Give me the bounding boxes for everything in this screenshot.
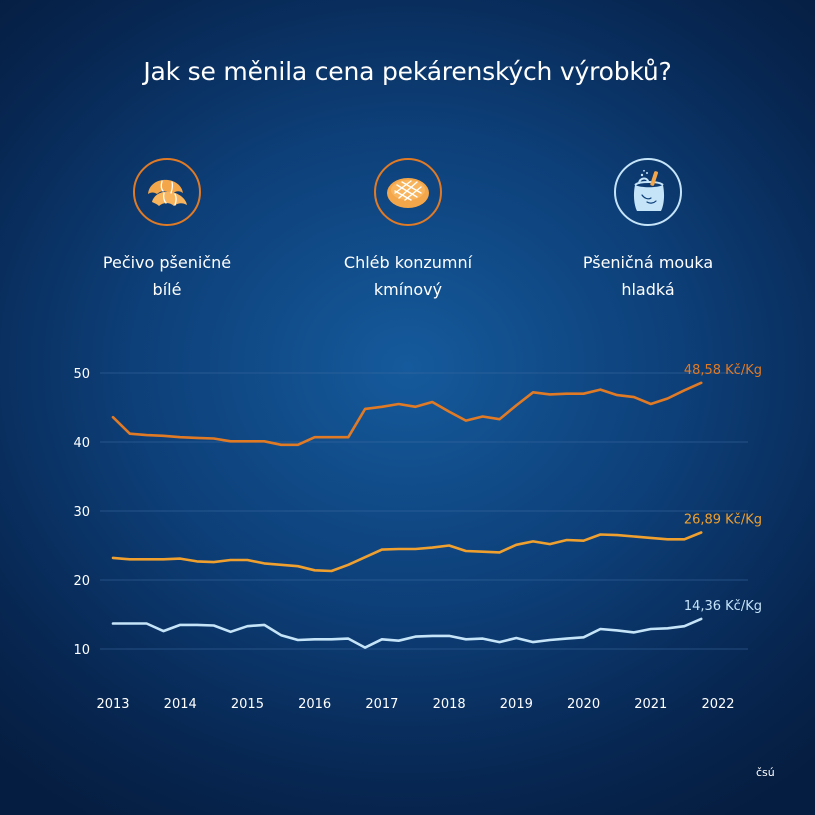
category-pecivo: Pečivo pšeničné bílé (67, 158, 267, 303)
x-tick-label: 2020 (567, 697, 600, 712)
series-end-label: 14,36 Kč/Kg (684, 599, 762, 614)
series-line (111, 617, 703, 649)
x-tick-label: 2018 (433, 697, 466, 712)
x-tick-label: 2019 (500, 697, 533, 712)
x-tick-label: 2016 (298, 697, 331, 712)
y-tick-label: 50 (73, 367, 90, 382)
series-end-label: 26,89 Kč/Kg (684, 512, 762, 527)
series-line (111, 531, 703, 573)
y-tick-label: 40 (73, 436, 90, 451)
y-tick-label: 20 (73, 574, 90, 589)
page-title: Jak se měnila cena pekárenských výrobků? (143, 57, 672, 86)
bread-loaf-icon (387, 178, 429, 208)
x-tick-label: 2021 (634, 697, 667, 712)
y-tick-label: 30 (73, 505, 90, 520)
x-tick-label: 2022 (701, 697, 734, 712)
category-icon-ring (614, 158, 682, 226)
category-icon-ring (133, 158, 201, 226)
source-label: čsú (756, 766, 775, 779)
series-line (111, 381, 703, 447)
category-label: Pšeničná mouka hladká (582, 253, 714, 299)
category-label: Chléb konzumní kmínový (343, 253, 473, 299)
flour-sack-icon (633, 169, 665, 211)
category-label: Pečivo pšeničné bílé (102, 253, 232, 299)
category-chleb: Chléb konzumní kmínový (308, 158, 508, 303)
croissant-icon (148, 179, 187, 206)
x-tick-label: 2017 (365, 697, 398, 712)
x-tick-label: 2014 (164, 697, 197, 712)
category-icon-ring (374, 158, 442, 226)
y-tick-label: 10 (73, 643, 90, 658)
x-tick-label: 2013 (96, 697, 129, 712)
series-end-label: 48,58 Kč/Kg (684, 363, 762, 378)
x-tick-label: 2015 (231, 697, 264, 712)
category-mouka: Pšeničná mouka hladká (548, 158, 748, 303)
